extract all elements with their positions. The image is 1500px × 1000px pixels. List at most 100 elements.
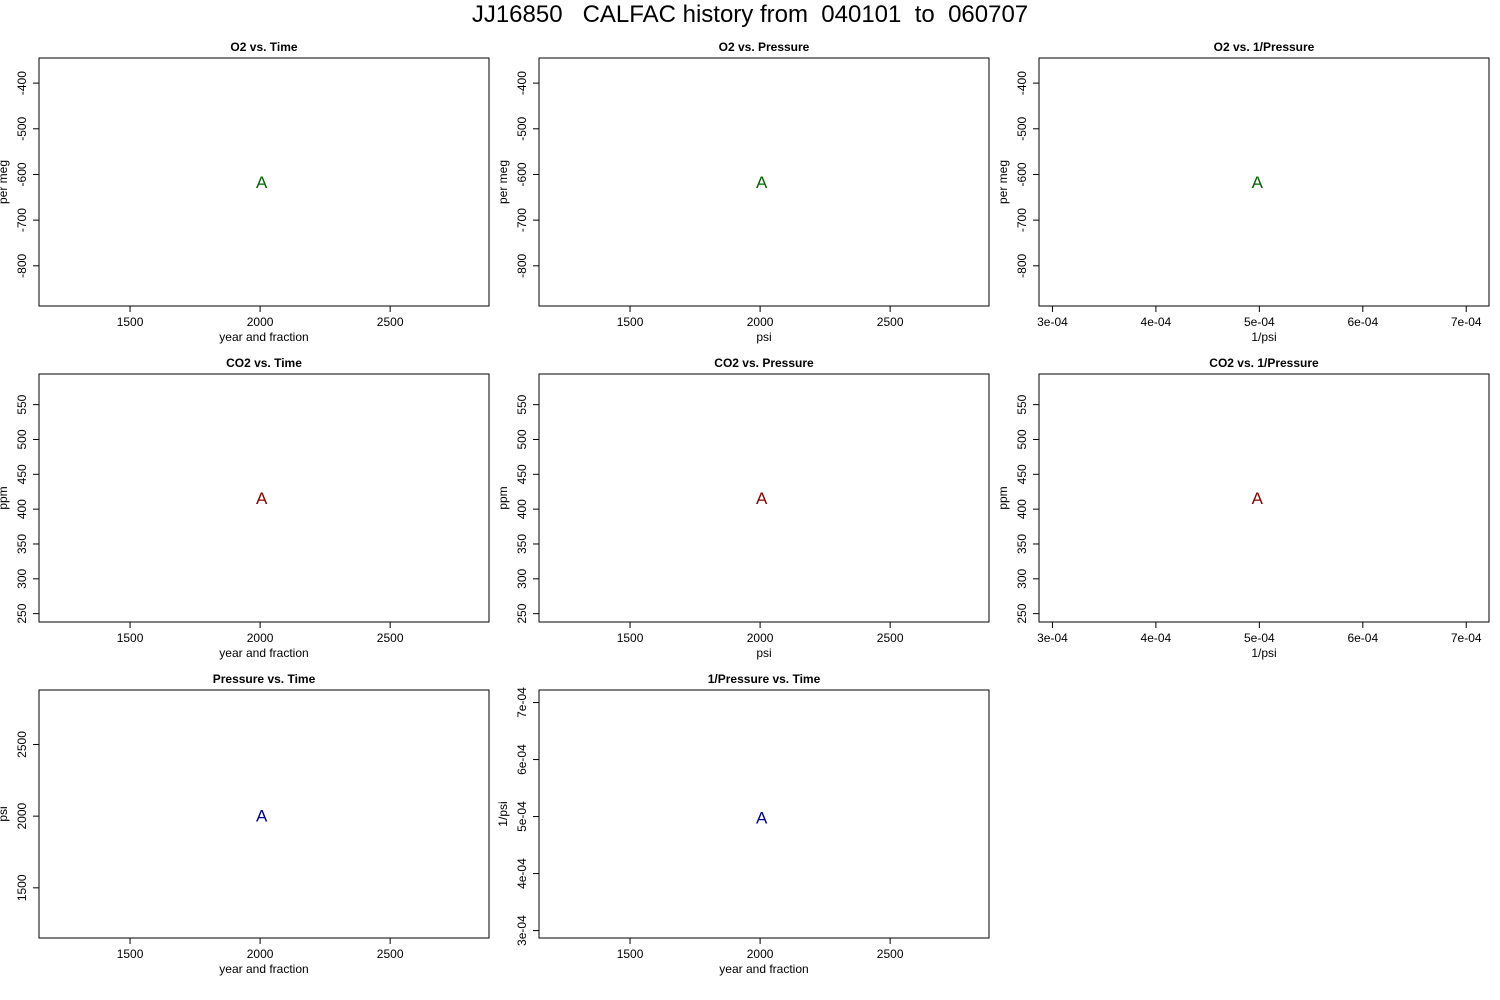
y-tick-label: 4e-04 [515, 858, 529, 889]
y-tick-label: 300 [15, 568, 29, 588]
y-tick-label: 550 [15, 394, 29, 414]
x-axis-label: 1/psi [1251, 330, 1276, 344]
y-tick-label: -400 [15, 71, 29, 95]
y-tick-label: -600 [15, 162, 29, 186]
y-tick-label: 450 [1015, 464, 1029, 484]
y-axis-label: ppm [0, 486, 10, 509]
y-tick-label: -700 [515, 208, 529, 232]
chart-title: CO2 vs. Pressure [714, 356, 814, 370]
chart-title: CO2 vs. 1/Pressure [1209, 356, 1319, 370]
y-tick-label: 450 [515, 464, 529, 484]
chart-title: Pressure vs. Time [213, 672, 316, 686]
chart-panel-8: 1/Pressure vs. Time 1500 2000 2500 3e-04 4e-0… [496, 672, 990, 976]
x-tick-label: 3e-04 [1037, 315, 1068, 329]
y-tick-label: 300 [1015, 568, 1029, 588]
y-tick-label: 300 [515, 568, 529, 588]
y-axis-label: psi [0, 806, 10, 821]
x-tick-label: 6e-04 [1347, 631, 1378, 645]
x-tick-label: 1500 [117, 947, 144, 961]
x-tick-label: 2500 [377, 631, 404, 645]
y-tick-label: -400 [1015, 71, 1029, 95]
y-axis-label: per meg [496, 160, 510, 204]
y-tick-label: -600 [515, 162, 529, 186]
x-tick-label: 2000 [747, 315, 774, 329]
data-point: A [756, 489, 768, 508]
y-axis-label: per meg [0, 160, 10, 204]
y-tick-label: 400 [515, 499, 529, 519]
x-tick-label: 4e-04 [1141, 631, 1172, 645]
y-tick-label: -800 [515, 253, 529, 277]
y-tick-label: 550 [515, 394, 529, 414]
y-tick-label: 2500 [15, 731, 29, 758]
x-tick-label: 1500 [617, 947, 644, 961]
x-tick-label: 2000 [247, 631, 274, 645]
x-tick-label: 1500 [117, 315, 144, 329]
chart-title: O2 vs. 1/Pressure [1214, 40, 1315, 54]
x-tick-label: 3e-04 [1037, 631, 1068, 645]
x-tick-label: 2500 [877, 947, 904, 961]
y-tick-label: -500 [1015, 116, 1029, 140]
chart-panel-2: O2 vs. Pressure 1500 2000 2500 -400 -500 -600 -… [496, 40, 990, 344]
y-tick-label: 5e-04 [515, 801, 529, 832]
y-tick-label: 1500 [15, 874, 29, 901]
x-tick-label: 2000 [247, 315, 274, 329]
x-tick-label: 2500 [877, 315, 904, 329]
x-axis-label: year and fraction [219, 330, 308, 344]
y-tick-label: 500 [1015, 429, 1029, 449]
y-tick-label: 550 [1015, 394, 1029, 414]
x-tick-label: 7e-04 [1451, 315, 1482, 329]
y-tick-label: -800 [1015, 253, 1029, 277]
x-axis-label: psi [756, 330, 771, 344]
y-tick-label: -500 [515, 116, 529, 140]
data-point: A [1252, 489, 1264, 508]
y-tick-label: 450 [15, 464, 29, 484]
y-tick-label: 400 [1015, 499, 1029, 519]
x-tick-label: 2500 [877, 631, 904, 645]
x-axis-label: year and fraction [219, 646, 308, 660]
x-tick-label: 7e-04 [1451, 631, 1482, 645]
x-tick-label: 1500 [117, 631, 144, 645]
chart-title: CO2 vs. Time [226, 356, 302, 370]
x-tick-label: 5e-04 [1244, 631, 1275, 645]
y-axis-label: ppm [996, 486, 1010, 509]
chart-panel-6: CO2 vs. 1/Pressure 3e-04 4e-04 5e-04 6e-04 7e… [996, 356, 1490, 660]
y-tick-label: 2000 [15, 802, 29, 829]
x-axis-label: year and fraction [219, 962, 308, 976]
y-tick-label: -600 [1015, 162, 1029, 186]
y-tick-label: 3e-04 [515, 915, 529, 946]
data-point: A [756, 809, 768, 828]
x-axis-label: psi [756, 646, 771, 660]
data-point: A [256, 173, 268, 192]
y-tick-label: 250 [515, 603, 529, 623]
data-point: A [256, 489, 268, 508]
y-tick-label: 350 [15, 534, 29, 554]
chart-panel-5: CO2 vs. Pressure 1500 2000 2500 250 300 350 400… [496, 356, 990, 660]
chart-panel-4: CO2 vs. Time 1500 2000 2500 250 300 350 400 450 5… [0, 356, 490, 660]
y-tick-label: 250 [15, 603, 29, 623]
y-tick-label: 350 [1015, 534, 1029, 554]
y-tick-label: 250 [1015, 603, 1029, 623]
chart-title: O2 vs. Time [230, 40, 297, 54]
y-tick-label: -800 [15, 253, 29, 277]
x-tick-label: 2000 [747, 947, 774, 961]
y-axis-label: 1/psi [496, 801, 510, 826]
x-tick-label: 4e-04 [1141, 315, 1172, 329]
data-point: A [756, 173, 768, 192]
data-point: A [256, 806, 268, 825]
y-tick-label: -400 [515, 71, 529, 95]
chart-title: 1/Pressure vs. Time [708, 672, 821, 686]
x-tick-label: 6e-04 [1347, 315, 1378, 329]
x-axis-label: year and fraction [719, 962, 808, 976]
y-tick-label: 6e-04 [515, 744, 529, 775]
page-title: JJ16850 CALFAC history from 040101 to 06… [471, 1, 1029, 28]
x-tick-label: 1500 [617, 315, 644, 329]
y-tick-label: -700 [15, 208, 29, 232]
y-axis-label: per meg [996, 160, 1010, 204]
y-tick-label: 500 [15, 429, 29, 449]
y-axis-label: ppm [496, 486, 510, 509]
x-axis-label: 1/psi [1251, 646, 1276, 660]
x-tick-label: 1500 [617, 631, 644, 645]
x-tick-label: 5e-04 [1244, 315, 1275, 329]
x-tick-label: 2000 [247, 947, 274, 961]
